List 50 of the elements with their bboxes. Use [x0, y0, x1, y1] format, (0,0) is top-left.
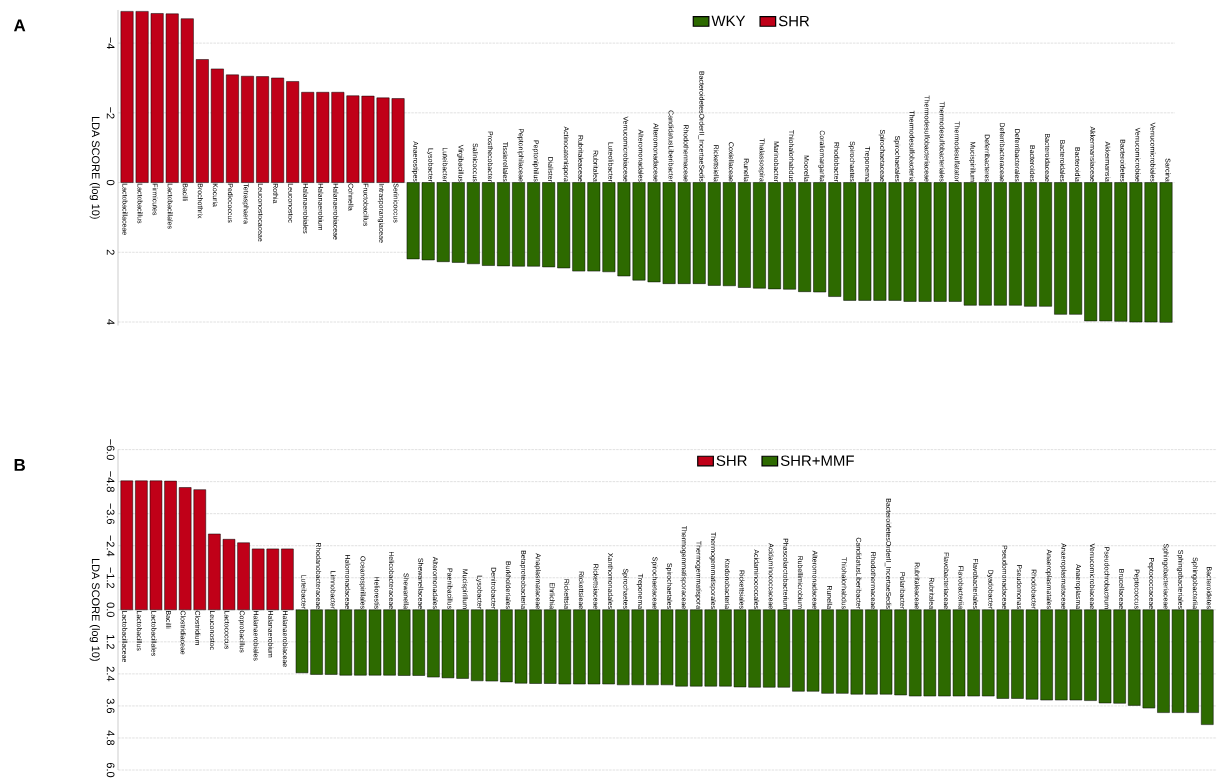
bar — [226, 74, 239, 183]
bar — [737, 182, 751, 288]
bar — [722, 182, 736, 287]
y-tick-label: −3.6 — [106, 503, 115, 525]
y-tick-label: 6.0 — [106, 762, 115, 778]
bar — [1009, 182, 1022, 306]
bar — [993, 182, 1007, 306]
y-axis-title: LDA SCORE (log 10) — [89, 116, 100, 219]
y-tick-label: −2 — [106, 107, 115, 119]
y-axis-title: LDA SCORE (log 10) — [89, 558, 100, 661]
y-tick-label: 0 — [106, 179, 115, 186]
y-tick-label: −1.2 — [106, 567, 115, 589]
text: A — [13, 19, 26, 32]
bar — [466, 182, 480, 265]
y-tick-label: 1.2 — [106, 635, 115, 649]
bar — [271, 77, 285, 183]
bar — [512, 182, 525, 267]
bar — [753, 182, 766, 289]
legend-label: SHR — [716, 455, 747, 466]
bar — [286, 81, 300, 183]
y-tick-label: 2.4 — [106, 666, 115, 682]
y-tick-label: 2 — [106, 249, 115, 255]
bar — [1054, 182, 1068, 315]
bar — [1069, 182, 1083, 315]
y-tick-label: −4 — [106, 37, 115, 50]
bar — [256, 76, 269, 183]
bar — [120, 480, 133, 611]
y-tick-label: 4 — [106, 319, 115, 325]
bar — [798, 182, 812, 292]
y-tick-label: −4.8 — [106, 471, 115, 492]
bar — [542, 182, 556, 268]
y-tick-label: 4.8 — [106, 730, 115, 746]
y-tick-label: 3.6 — [106, 698, 115, 714]
legend-label: SHR — [778, 15, 810, 27]
bar — [1039, 182, 1052, 307]
y-tick-label: −2.4 — [106, 535, 115, 557]
bar — [768, 182, 781, 290]
bar — [527, 182, 541, 267]
bar — [783, 182, 796, 290]
legend-label: WKY — [711, 15, 746, 27]
bar — [210, 68, 224, 183]
bar — [481, 182, 495, 266]
text: B — [14, 459, 25, 471]
legend-label: SHR+MMF — [780, 455, 854, 466]
y-tick-label: −6.0 — [106, 439, 115, 461]
bar — [1024, 182, 1037, 307]
bar — [497, 182, 510, 267]
bar — [241, 76, 254, 183]
bar — [1201, 609, 1214, 725]
y-tick-label: 0.0 — [106, 602, 115, 618]
